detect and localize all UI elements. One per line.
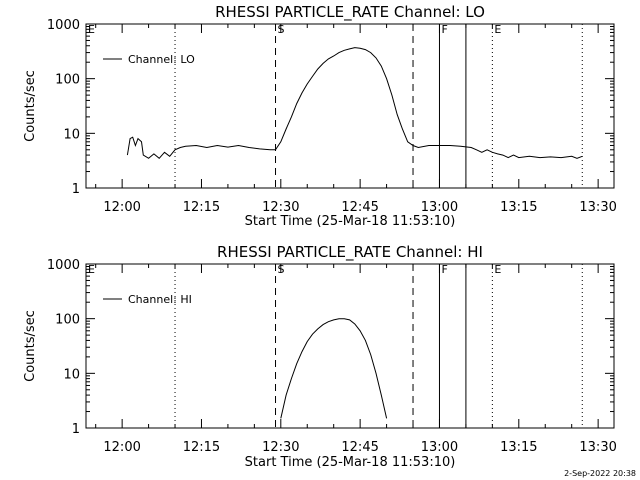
- plot-frame: [85, 263, 615, 429]
- y-tick-label: 10: [63, 367, 80, 382]
- chart-title: RHESSI PARTICLE_RATE Channel: HI: [217, 243, 483, 262]
- x-tick-label: 13:30: [579, 440, 616, 455]
- chart-title: RHESSI PARTICLE_RATE Channel: LO: [215, 3, 485, 22]
- y-tick-label: 1000: [47, 18, 80, 33]
- x-tick-label: 12:15: [183, 200, 220, 215]
- event-marker-label: S: [278, 23, 285, 36]
- x-axis-label: Start Time (25-Mar-18 11:53:10): [245, 455, 456, 470]
- x-tick-label: 12:45: [341, 440, 378, 455]
- y-axis-label: Counts/sec: [23, 70, 38, 142]
- footer-timestamp: 2-Sep-2022 20:38: [564, 469, 636, 478]
- y-tick-label: 1: [72, 422, 80, 437]
- x-tick-label: 12:30: [262, 200, 299, 215]
- x-tick-label: 13:15: [500, 200, 537, 215]
- y-tick-label: 10: [63, 127, 80, 142]
- legend-label: Channel: HI: [128, 293, 192, 306]
- y-tick-label: 1000: [47, 258, 80, 273]
- event-marker-label: F: [441, 23, 447, 36]
- event-marker-label: S: [278, 263, 285, 276]
- plot-frame: [85, 23, 615, 189]
- series-line-0: [280, 318, 388, 419]
- x-tick-label: 12:00: [103, 200, 140, 215]
- event-marker-label: E: [494, 263, 501, 276]
- legend-label: Channel: LO: [128, 53, 195, 66]
- y-axis-label: Counts/sec: [23, 310, 38, 382]
- event-marker-label: E: [494, 23, 501, 36]
- x-tick-label: 13:30: [579, 200, 616, 215]
- x-tick-label: 12:00: [103, 440, 140, 455]
- x-tick-label: 13:00: [421, 200, 458, 215]
- y-tick-label: 1: [72, 182, 80, 197]
- event-marker-label: F: [441, 263, 447, 276]
- x-tick-label: 12:45: [341, 200, 378, 215]
- y-tick-label: 100: [55, 73, 80, 88]
- x-tick-label: 13:00: [421, 440, 458, 455]
- x-tick-label: 12:30: [262, 440, 299, 455]
- x-tick-label: 13:15: [500, 440, 537, 455]
- y-tick-label: 100: [55, 313, 80, 328]
- series-line-0: [126, 47, 583, 159]
- event-marker-label: E: [88, 23, 95, 36]
- event-marker-label: E: [88, 263, 95, 276]
- x-axis-label: Start Time (25-Mar-18 11:53:10): [245, 214, 456, 229]
- x-tick-label: 12:15: [183, 440, 220, 455]
